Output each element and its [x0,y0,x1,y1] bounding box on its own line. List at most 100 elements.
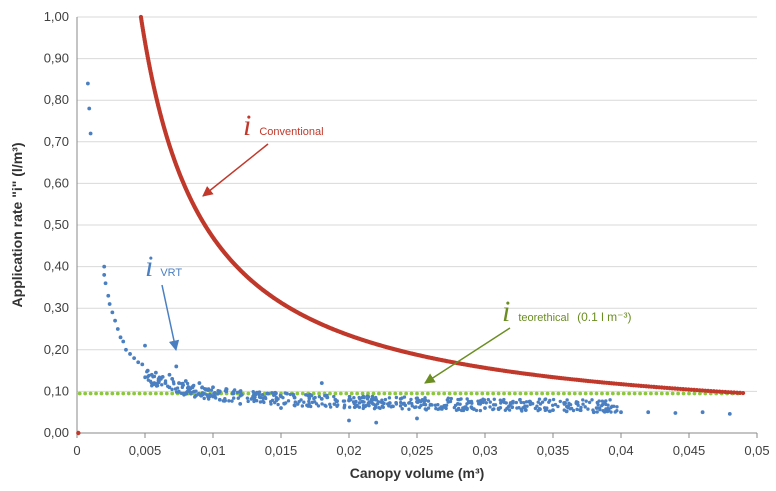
point-teorethical [83,391,88,396]
point-vrt [188,390,193,395]
point-vrt [387,404,391,408]
point-vrt [398,404,403,408]
point-vrt [579,408,583,413]
point-vrt [375,402,380,406]
point-vrt [417,405,422,410]
point-vrt [276,402,280,407]
point-vrt [579,405,583,410]
point-vrt [601,402,605,407]
point-vrt [619,410,623,415]
point-teorethical [649,391,653,396]
point-teorethical [469,391,474,396]
point-vrt [537,397,542,401]
point-teorethical [88,391,93,396]
point-vrt [269,402,273,406]
point-vrt [575,407,579,412]
point-vrt [438,406,442,411]
point-vrt [464,405,468,409]
point-teorethical [681,391,686,396]
point-vrt [357,395,361,400]
point-teorethical [513,391,517,396]
point-teorethical [659,391,664,396]
point-teorethical [382,391,387,396]
point-vrt [584,399,588,403]
point-vrt [420,397,425,402]
point-vrt [175,386,180,390]
point-vrt [102,273,107,277]
point-vrt [231,396,236,400]
point-vrt [136,360,141,365]
point-vrt [88,131,93,136]
point-teorethical [431,391,436,396]
point-vrt [273,393,277,397]
point-vrt [87,106,92,111]
point-conventional [76,430,81,436]
point-vrt [472,407,476,411]
point-vrt [217,397,222,402]
point-vrt [253,395,257,399]
point-vrt [258,400,263,404]
point-vrt [304,393,308,397]
point-vrt [486,397,491,402]
point-teorethical [687,391,691,396]
y-tick-label: 0,30 [44,300,69,315]
x-tick-label: 0,015 [265,443,298,458]
point-vrt [478,408,483,413]
annotation-teorethical: i teorethical (0.1 l m⁻³) [424,295,631,384]
point-vrt [586,407,590,411]
point-vrt [371,398,376,402]
point-vrt [352,396,356,400]
point-vrt [465,407,469,412]
point-vrt [459,397,463,401]
x-tick-label: 0,035 [537,443,570,458]
point-vrt [673,411,678,415]
point-vrt [145,370,149,374]
point-teorethical [317,391,321,396]
annotation-vrt: i VRT [145,250,182,352]
point-vrt [423,407,427,411]
y-tick-label: 0,60 [44,175,69,190]
point-teorethical [105,391,109,396]
y-tick-label: 0,40 [44,259,69,274]
point-vrt [543,397,547,402]
point-vrt [255,390,259,395]
point-teorethical [556,391,561,396]
point-vrt [510,405,515,410]
point-vrt [325,395,329,400]
point-vrt [615,405,619,409]
point-vrt [558,399,562,404]
point-teorethical [523,391,528,396]
annotation-teorethical-arrow [424,327,511,384]
point-vrt [567,401,571,406]
annotation-vrt-sub: VRT [160,267,182,279]
x-tick-label: 0,02 [336,443,361,458]
point-teorethical [485,391,490,396]
point-vrt [163,379,168,383]
point-vrt [361,403,366,408]
point-vrt [118,335,123,340]
series-conventional [76,14,746,436]
point-vrt [415,416,419,421]
y-tick-label: 0,10 [44,383,69,398]
point-vrt [566,404,571,408]
point-vrt [398,397,403,401]
point-teorethical [159,391,164,396]
point-teorethical [409,391,414,396]
annotation-teorethical-main: i [502,295,510,328]
point-vrt [342,406,346,410]
point-teorethical [355,391,360,396]
annotation-vrt-main: i [145,250,153,283]
point-vrt [528,402,533,407]
point-vrt [461,406,465,410]
point-vrt [312,396,316,401]
point-teorethical [415,391,419,396]
point-vrt [373,405,378,410]
point-vrt [182,391,186,396]
point-vrt [160,383,164,387]
point-vrt [102,264,107,269]
point-vrt [488,400,492,404]
point-vrt [251,390,255,394]
point-vrt [121,339,126,344]
point-teorethical [491,391,496,396]
